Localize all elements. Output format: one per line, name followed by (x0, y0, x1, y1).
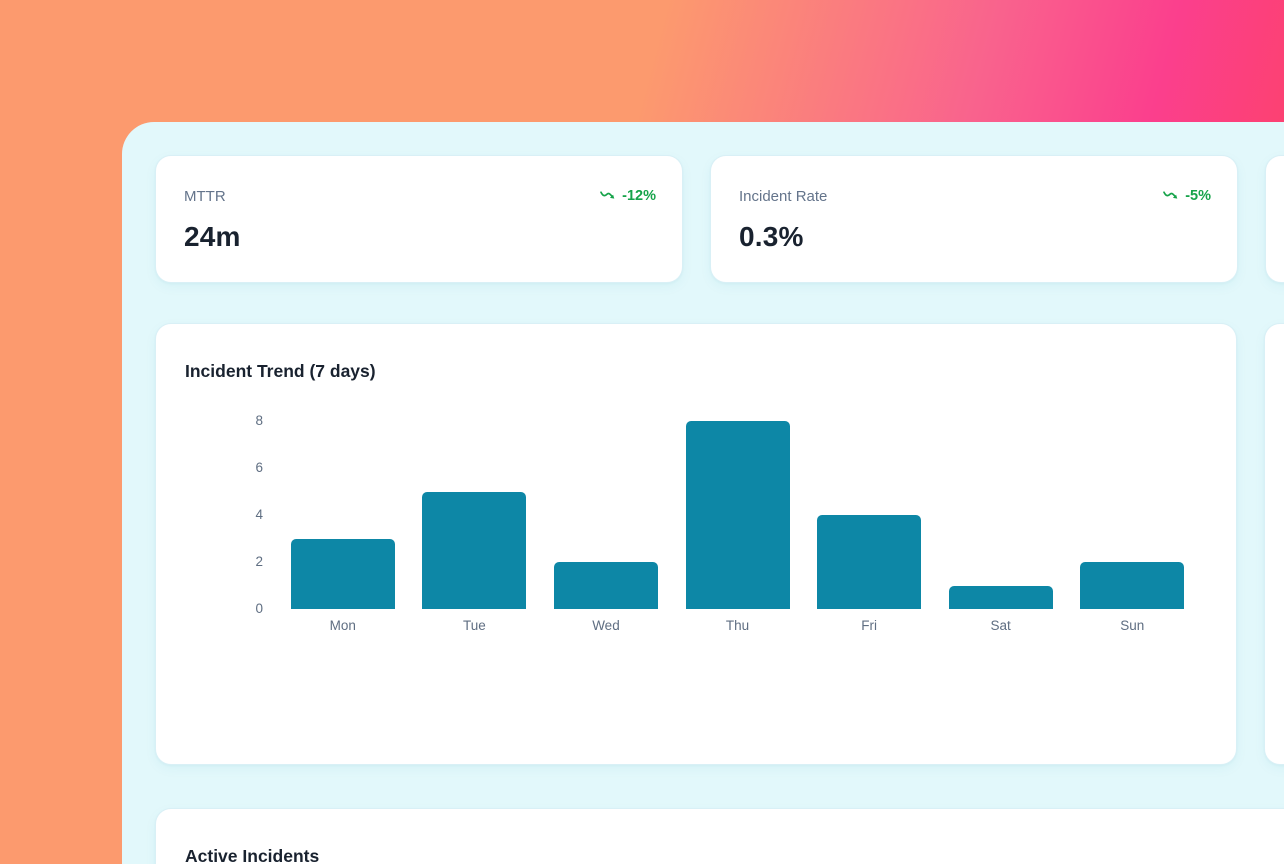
incident-trend-chart-card: Incident Trend (7 days) 0 2 4 6 8 Mon Tue Wed T… (155, 323, 1237, 765)
x-axis-label: Tue (462, 618, 486, 633)
bar-column (935, 421, 1067, 609)
trending-down-icon (1163, 191, 1178, 199)
x-axis-label: Sun (1120, 618, 1145, 633)
bottom-row: Active Incidents (155, 808, 1284, 864)
metric-value: 0.3% (739, 221, 804, 252)
metric-card-partial (1265, 155, 1284, 283)
metric-trend-value: -5% (1185, 188, 1211, 204)
x-axis-label: Wed (592, 618, 620, 633)
bar-tue (422, 491, 527, 609)
bar-column (672, 421, 804, 609)
y-tick-label: 4 (255, 507, 263, 522)
metric-label: Incident Rate (739, 188, 828, 205)
metric-trend-value: -12% (622, 188, 656, 204)
side-card-partial (1264, 323, 1284, 765)
dashboard-panel: MTTR -12% 24m Incident Rate (122, 122, 1284, 864)
metric-value: 24m (184, 221, 241, 252)
x-axis-label: Fri (861, 618, 877, 633)
trending-down-icon (600, 191, 615, 199)
x-axis-label: Sat (990, 618, 1011, 633)
metric-card-mttr: MTTR -12% 24m (155, 155, 683, 283)
bar-wed (553, 562, 658, 609)
x-axis-label: Mon (329, 618, 356, 633)
chart-bars (277, 421, 1198, 609)
metric-label: MTTR (184, 188, 226, 205)
metric-card-incident-rate: Incident Rate -5% 0.3% (710, 155, 1238, 283)
metric-trend-badge: -5% (1163, 188, 1211, 204)
chart-y-axis: 0 2 4 6 8 (156, 413, 263, 616)
bar-column (803, 421, 935, 609)
bar-fri (817, 515, 922, 609)
bar-column (409, 421, 541, 609)
bar-thu (685, 421, 790, 609)
metric-trend-badge: -12% (600, 188, 656, 204)
chart-title: Incident Trend (7 days) (185, 361, 376, 381)
y-tick-label: 8 (255, 413, 263, 428)
bar-column (1066, 421, 1198, 609)
chart-x-labels: Mon Tue Wed Thu Fri Sat Sun (277, 618, 1198, 633)
chart-row: Incident Trend (7 days) 0 2 4 6 8 Mon Tue Wed T… (155, 323, 1284, 765)
bar-column (540, 421, 672, 609)
bar-mon (290, 538, 395, 609)
bar-sat (948, 585, 1053, 609)
active-incidents-card: Active Incidents (155, 808, 1284, 864)
bar-column (277, 421, 409, 609)
x-axis-label: Thu (725, 618, 750, 633)
metrics-row: MTTR -12% 24m Incident Rate (155, 155, 1284, 283)
active-incidents-title: Active Incidents (185, 846, 320, 864)
y-tick-label: 0 (255, 601, 263, 616)
y-tick-label: 6 (255, 460, 263, 475)
bar-sun (1080, 562, 1185, 609)
y-tick-label: 2 (255, 554, 263, 569)
